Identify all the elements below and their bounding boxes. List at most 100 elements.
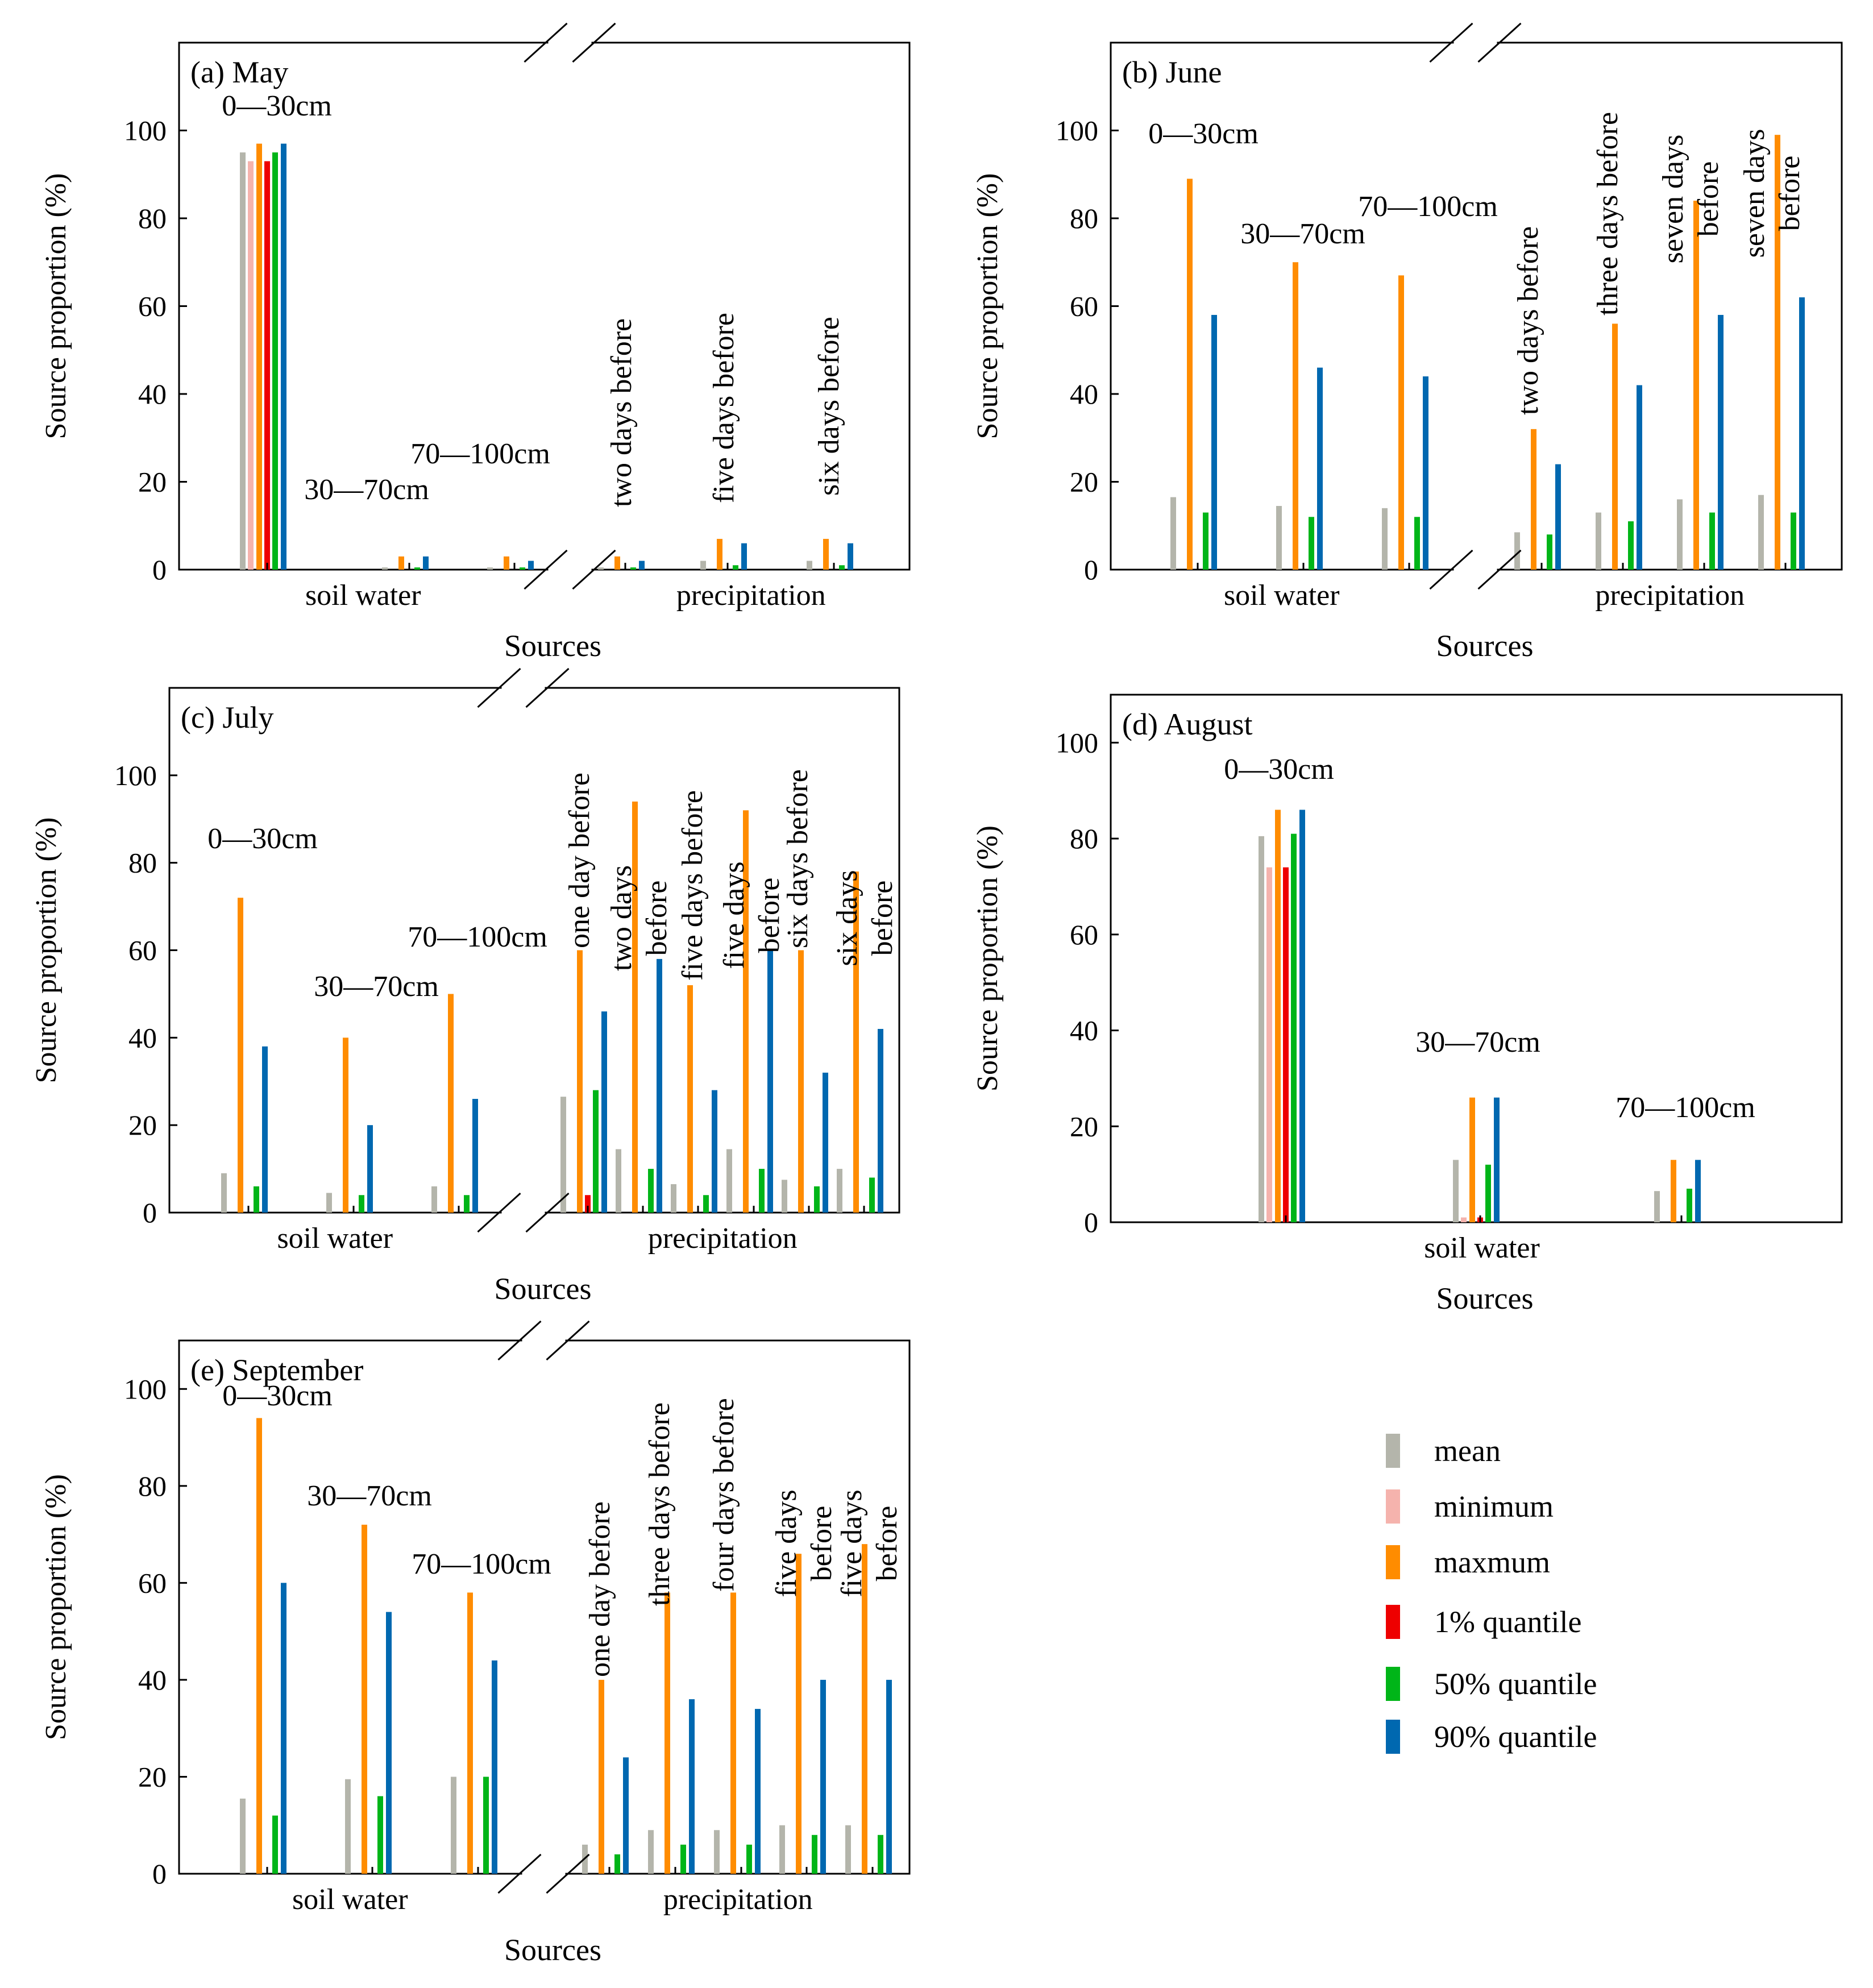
bar-90-quantile <box>281 143 286 570</box>
bar-50-quantile <box>464 1195 470 1213</box>
panel-title: (c) July <box>181 700 273 734</box>
bar-90-quantile <box>1494 1097 1500 1222</box>
y-tick-label: 100 <box>1056 115 1098 147</box>
category-label: five days before <box>708 313 740 503</box>
bar-50-quantile <box>839 565 845 570</box>
y-tick-label: 0 <box>152 554 167 586</box>
x-axis-label: Sources <box>1436 629 1534 663</box>
bar-50-quantile <box>272 1815 278 1874</box>
category-label: five daysbefore <box>836 1489 903 1597</box>
bar-50-quantile <box>1203 512 1208 570</box>
bar-mean <box>1677 499 1683 570</box>
y-tick-label: 40 <box>1070 378 1098 410</box>
category-label: three days before <box>643 1402 676 1606</box>
bar-50-quantile <box>483 1777 489 1874</box>
category-label: two days before <box>1512 226 1544 415</box>
bar-maxmum <box>1531 429 1536 570</box>
category-label: 70—100cm <box>1615 1091 1755 1124</box>
bar-50-quantile <box>680 1844 686 1874</box>
y-tick-label: 80 <box>1070 202 1098 234</box>
bar-maxmum <box>1398 275 1404 570</box>
bar-50-quantile <box>272 152 278 570</box>
bar-50-quantile <box>648 1169 654 1213</box>
category-label: 30—70cm <box>314 970 439 1003</box>
y-axis-label: Source proportion (%) <box>40 173 72 439</box>
bar-maxmum <box>256 1418 262 1874</box>
bar-mean <box>837 1169 842 1213</box>
category-label: six days before <box>782 769 814 948</box>
bar-mean <box>1259 836 1264 1222</box>
bar-50-quantile <box>1709 512 1715 570</box>
bar-mean <box>345 1779 351 1874</box>
bar-mean <box>451 1777 456 1874</box>
category-label: 0—30cm <box>222 1380 333 1412</box>
chart-panel-2: 0 20 40 60 80 100 Source proportion (%) (b) Jun… <box>971 22 1843 663</box>
group-label-soil-water: soil water <box>277 1222 393 1255</box>
bar-90-quantile <box>712 1090 717 1213</box>
axis-break-mark <box>546 1853 590 1894</box>
legend-label: 1% quantile <box>1434 1605 1581 1639</box>
bar-mean <box>431 1186 437 1213</box>
bar-50-quantile <box>1628 521 1634 570</box>
bar-maxmum <box>717 538 722 570</box>
y-tick-label: 20 <box>138 1761 167 1792</box>
bar-90-quantile <box>848 543 853 570</box>
bar-mean <box>240 1798 246 1874</box>
panel-title: (b) June <box>1122 55 1222 89</box>
bar-90-quantile <box>741 543 747 570</box>
y-tick-label: 80 <box>138 202 167 234</box>
bar-mean <box>1276 505 1282 570</box>
bar-90-quantile <box>1799 297 1805 570</box>
bar-50-quantile <box>814 1186 820 1213</box>
axis-break-gap <box>1453 39 1497 46</box>
bar-50-quantile <box>630 567 636 570</box>
y-axis-label: Source proportion (%) <box>30 817 63 1084</box>
chart-panel-5: 0 20 40 60 80 100 Source proportion (%) (e) Sep… <box>40 1320 911 1967</box>
bar-maxmum <box>743 810 749 1213</box>
bar-maxmum <box>238 898 243 1213</box>
y-tick-label: 0 <box>152 1858 167 1890</box>
x-axis-label: Sources <box>504 629 601 663</box>
bar-90-quantile <box>639 561 645 570</box>
legend-label: maxmum <box>1434 1545 1550 1579</box>
bar-1-quantile <box>585 1195 591 1213</box>
bar-maxmum <box>796 1554 801 1874</box>
category-label: 0—30cm <box>207 823 318 855</box>
category-label: three days before <box>1592 112 1624 316</box>
y-tick-label: 100 <box>124 1373 167 1405</box>
bar-90-quantile <box>1637 385 1642 570</box>
axis-break-mark <box>477 1192 521 1233</box>
axis-break-mark <box>546 1320 590 1361</box>
panel-title: (e) September <box>190 1353 363 1387</box>
bar-mean <box>779 1825 785 1874</box>
bar-maxmum <box>1775 135 1780 570</box>
axis-break-mark <box>572 22 616 63</box>
bar-maxmum <box>362 1525 367 1874</box>
group-label-soil-water: soil water <box>305 579 421 612</box>
category-label: 30—70cm <box>1240 218 1365 250</box>
bar-90-quantile <box>386 1612 392 1874</box>
bar-maxmum <box>1275 810 1281 1222</box>
category-label: four days before <box>708 1398 740 1592</box>
bar-mean <box>726 1149 732 1213</box>
category-label: six days before <box>813 317 845 496</box>
bar-mean <box>1514 532 1520 570</box>
category-label: seven daysbefore <box>1738 129 1806 258</box>
category-label: five daysbefore <box>718 861 786 969</box>
y-tick-label: 60 <box>1070 919 1098 951</box>
group-label-precipitation: precipitation <box>676 579 826 612</box>
bar-50-quantile <box>878 1835 883 1874</box>
bar-90-quantile <box>528 561 534 570</box>
bar-maxmum <box>665 1592 670 1874</box>
category-label: 30—70cm <box>1415 1026 1540 1059</box>
bar-mean <box>560 1097 566 1213</box>
y-tick-label: 80 <box>128 847 157 879</box>
bar-maxmum <box>1469 1097 1475 1222</box>
legend: mean minimum maxmum 1% quantile 50% quantile… <box>1386 1434 1597 1754</box>
bar-mean <box>382 567 388 570</box>
chart-panel-3: 0 20 40 60 80 100 Source proportion (%) (c) Jul… <box>30 667 900 1306</box>
bar-50-quantile <box>812 1835 817 1874</box>
plot-frame <box>1110 694 1843 1223</box>
bar-50-quantile <box>1309 517 1314 570</box>
bar-maxmum <box>632 801 638 1213</box>
